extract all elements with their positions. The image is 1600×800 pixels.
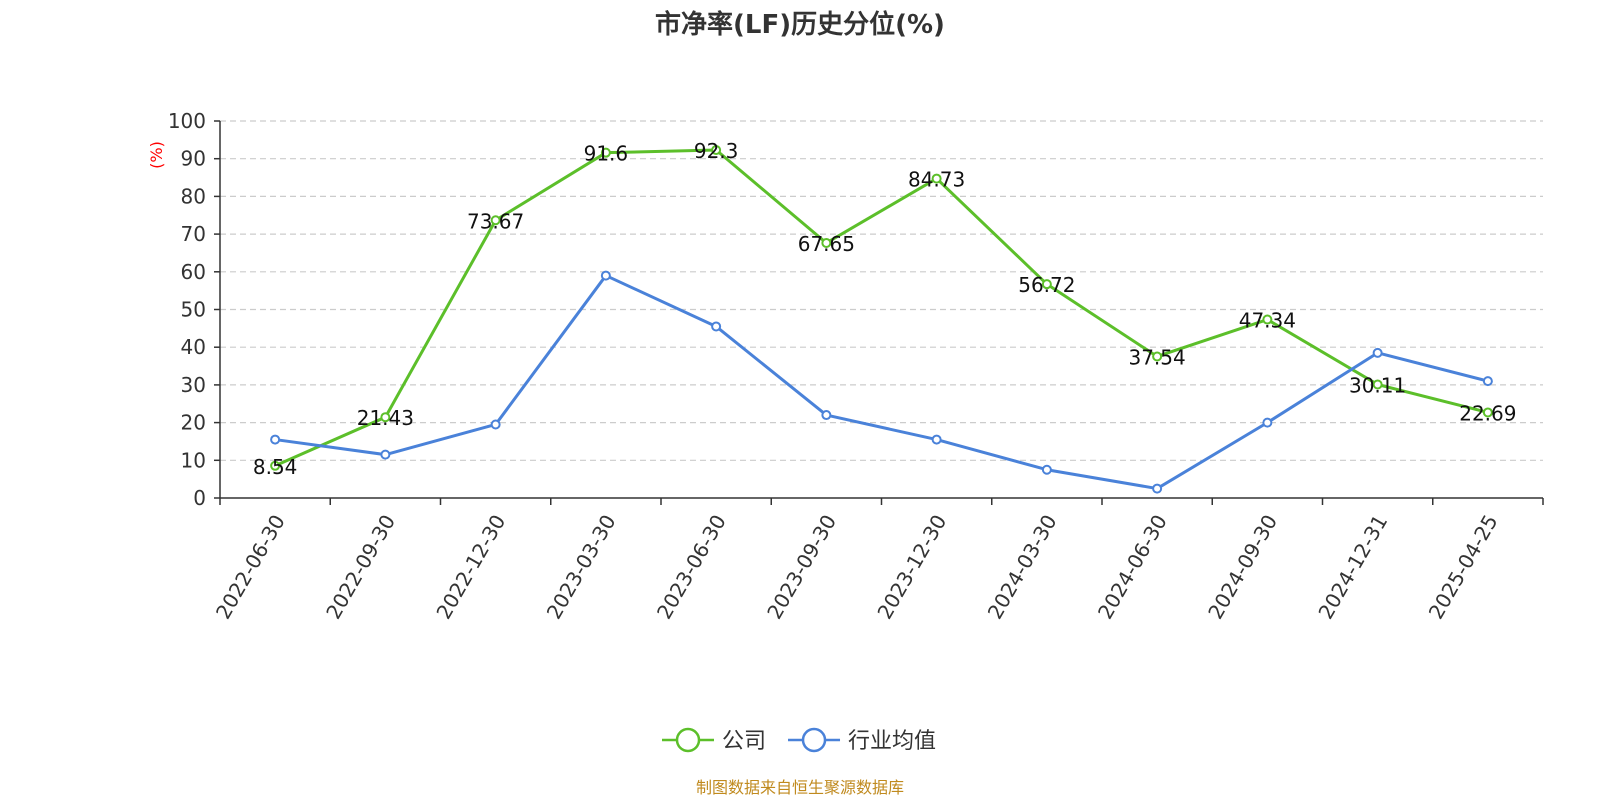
data-point[interactable] — [270, 460, 281, 471]
data-point[interactable] — [1041, 279, 1052, 290]
data-point[interactable] — [1482, 407, 1493, 418]
data-label: 56.72 — [1018, 273, 1075, 297]
data-point[interactable] — [931, 173, 942, 184]
data-point[interactable] — [600, 270, 611, 281]
data-point[interactable] — [1152, 351, 1163, 362]
y-tick-label: 60 — [181, 260, 206, 284]
data-label: 21.43 — [357, 406, 414, 430]
y-tick-label: 10 — [181, 448, 206, 472]
x-tick-label: 2022-12-30 — [431, 511, 510, 624]
y-tick-label: 20 — [181, 411, 206, 435]
legend[interactable]: 公司 行业均值 — [662, 727, 936, 754]
data-label: 8.54 — [253, 455, 298, 479]
legend-circle-icon — [801, 727, 827, 753]
data-point[interactable] — [1152, 483, 1163, 494]
data-label: 91.6 — [584, 142, 629, 166]
legend-label: 公司 — [722, 729, 766, 754]
data-point[interactable] — [1372, 379, 1383, 390]
data-label: 37.54 — [1128, 345, 1185, 369]
data-point[interactable] — [711, 145, 722, 156]
series-line — [274, 274, 1489, 491]
y-tick-label: 100 — [168, 109, 206, 133]
data-point[interactable] — [490, 215, 501, 226]
data-point[interactable] — [380, 449, 391, 460]
x-tick-label: 2023-09-30 — [762, 511, 841, 624]
y-tick-label: 50 — [181, 298, 206, 322]
data-point[interactable] — [600, 147, 611, 158]
data-point[interactable] — [270, 434, 281, 445]
data-point[interactable] — [1372, 347, 1383, 358]
x-tick-label: 2025-04-25 — [1424, 511, 1503, 624]
data-point[interactable] — [931, 434, 942, 445]
y-tick-label: 70 — [181, 222, 206, 246]
y-tick-label: 30 — [181, 373, 206, 397]
x-tick-label: 2024-06-30 — [1093, 511, 1172, 624]
x-tick-label: 2023-12-30 — [872, 511, 951, 624]
x-tick-label: 2024-09-30 — [1203, 511, 1282, 624]
x-tick-label: 2024-12-31 — [1313, 511, 1392, 624]
data-point[interactable] — [490, 419, 501, 430]
data-point[interactable] — [1262, 417, 1273, 428]
y-tick-label: 0 — [193, 486, 206, 510]
y-tick-label: 90 — [181, 147, 206, 171]
data-point[interactable] — [380, 412, 391, 423]
x-tick-label: 2022-09-30 — [321, 511, 400, 624]
data-label: 84.73 — [908, 168, 965, 192]
x-tick-label: 2023-03-30 — [542, 511, 621, 624]
data-point[interactable] — [711, 321, 722, 332]
y-tick-label: 40 — [181, 335, 206, 359]
data-labels: 8.54 21.43 73.67 91.6 92.3 67.65 84.73 56.72 37.… — [253, 139, 1517, 479]
series-line — [274, 148, 1489, 468]
data-point[interactable] — [1482, 376, 1493, 387]
data-point[interactable] — [1041, 464, 1052, 475]
legend-label: 行业均值 — [848, 729, 936, 754]
data-point[interactable] — [821, 410, 832, 421]
data-label: 47.34 — [1239, 309, 1296, 333]
y-axis-unit: (%) — [147, 141, 166, 169]
legend-item[interactable]: 行业均值 — [788, 727, 936, 754]
data-point[interactable] — [821, 237, 832, 248]
source-note: 制图数据来自恒生聚源数据库 — [696, 778, 904, 797]
data-point[interactable] — [1262, 314, 1273, 325]
x-tick-label: 2023-06-30 — [652, 511, 731, 624]
grid-lines — [220, 120, 1543, 461]
data-label: 92.3 — [694, 139, 739, 163]
legend-circle-icon — [675, 727, 701, 753]
data-label: 30.11 — [1349, 373, 1406, 397]
data-label: 67.65 — [798, 232, 855, 256]
legend-item[interactable]: 公司 — [662, 727, 766, 754]
data-label: 22.69 — [1459, 401, 1516, 425]
axes: 0 10 20 30 40 50 60 70 80 90 100 2022-06-30 2022-09-… — [168, 109, 1544, 624]
data-label: 73.67 — [467, 209, 524, 233]
x-tick-label: 2024-03-30 — [983, 511, 1062, 624]
x-tick-label: 2022-06-30 — [211, 511, 290, 624]
series-group — [270, 145, 1493, 494]
chart-title: 市净率(LF)历史分位(%) — [655, 9, 945, 40]
y-tick-label: 80 — [181, 184, 206, 208]
